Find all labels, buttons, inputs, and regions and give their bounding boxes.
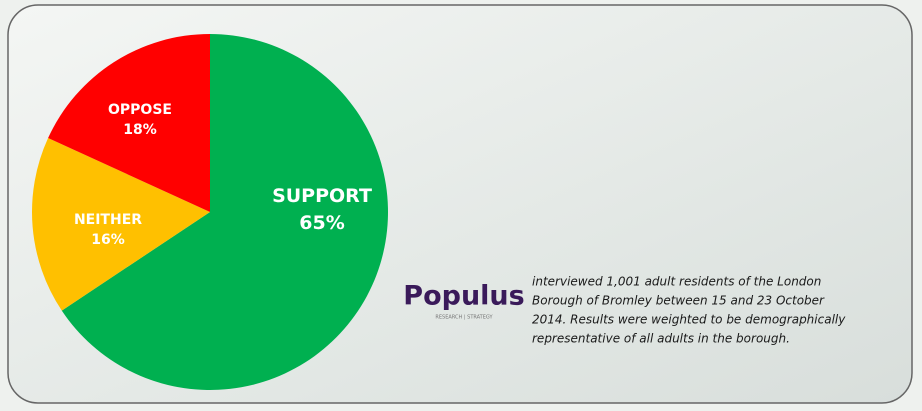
slice-label: SUPPORT bbox=[272, 185, 372, 207]
logo-name: Populus bbox=[403, 281, 524, 312]
page: {"chart_data": {"type": "pie", "categori… bbox=[0, 0, 922, 411]
slide: SUPPORT 65% NEITHER 16% OPPOSE 18% Populus RE… bbox=[0, 0, 922, 411]
slice-label: OPPOSE bbox=[108, 102, 172, 118]
slice-value: 65% bbox=[299, 212, 344, 234]
note-line: 2014. Results were weighted to be demogr… bbox=[532, 313, 846, 327]
slice-label: NEITHER bbox=[74, 212, 142, 228]
note-line: representative of all adults in the boro… bbox=[532, 332, 790, 346]
slice-value: 18% bbox=[123, 122, 157, 138]
note-line: interviewed 1,001 adult residents of the… bbox=[532, 275, 821, 289]
logo-tagline: RESEARCH | STRATEGY bbox=[435, 315, 493, 321]
slice-value: 16% bbox=[91, 232, 125, 248]
pie: SUPPORT 65% NEITHER 16% OPPOSE 18% bbox=[32, 34, 388, 390]
note-line: Borough of Bromley between 15 and 23 Oct… bbox=[532, 294, 825, 308]
